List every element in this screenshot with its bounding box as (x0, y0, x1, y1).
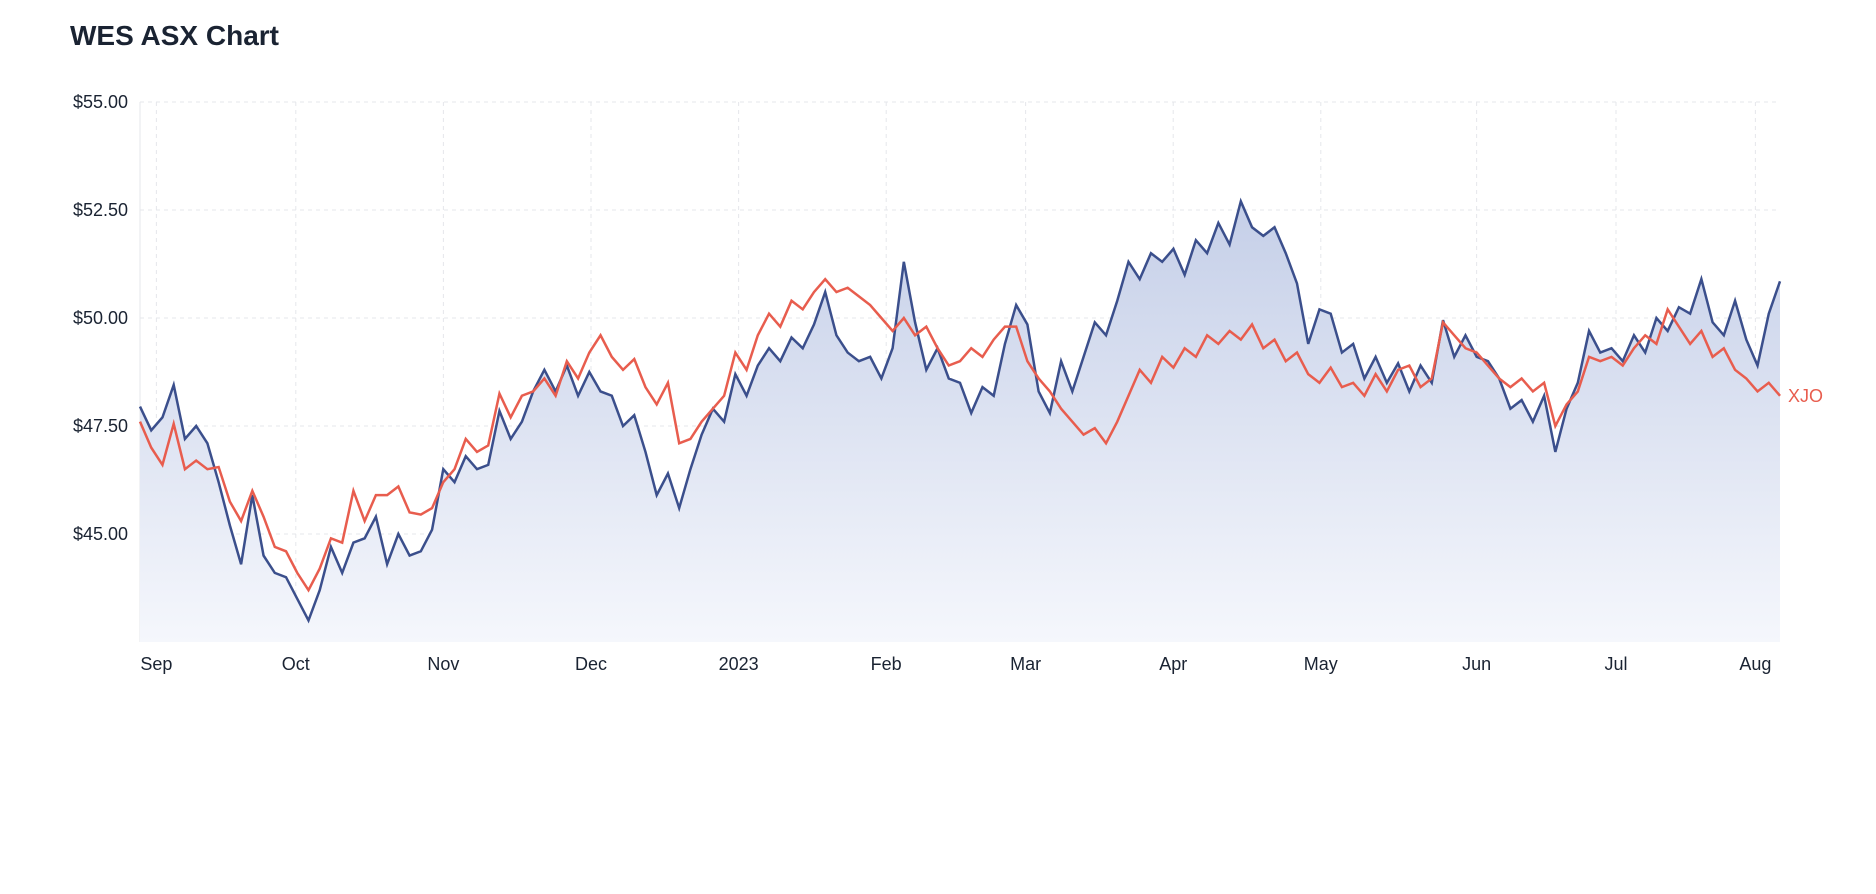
x-axis-tick-label: Dec (575, 654, 607, 674)
x-axis-tick-label: Sep (140, 654, 172, 674)
y-axis-tick-label: $47.50 (73, 416, 128, 436)
x-axis-tick-label: 2023 (719, 654, 759, 674)
stock-chart: $45.00 $47.50 $50.00 $52.50 $55.00 Sep Oct Nov D… (40, 72, 1836, 712)
series-label-xjo: XJO (1788, 386, 1823, 406)
x-axis-tick-label: Aug (1739, 654, 1771, 674)
x-axis-tick-label: Jun (1462, 654, 1491, 674)
y-axis-tick-label: $52.50 (73, 200, 128, 220)
x-axis-tick-label: May (1304, 654, 1338, 674)
y-axis-tick-label: $55.00 (73, 92, 128, 112)
x-axis-tick-label: Oct (282, 654, 310, 674)
chart-title: WES ASX Chart (70, 20, 1836, 52)
x-axis-tick-label: Mar (1010, 654, 1041, 674)
x-axis-tick-label: Feb (871, 654, 902, 674)
y-axis-tick-label: $50.00 (73, 308, 128, 328)
x-axis-tick-label: Apr (1159, 654, 1187, 674)
y-axis-tick-label: $45.00 (73, 524, 128, 544)
x-axis-tick-label: Jul (1604, 654, 1627, 674)
chart-container: $45.00 $47.50 $50.00 $52.50 $55.00 Sep Oct Nov D… (40, 72, 1836, 712)
x-axis-tick-label: Nov (427, 654, 459, 674)
